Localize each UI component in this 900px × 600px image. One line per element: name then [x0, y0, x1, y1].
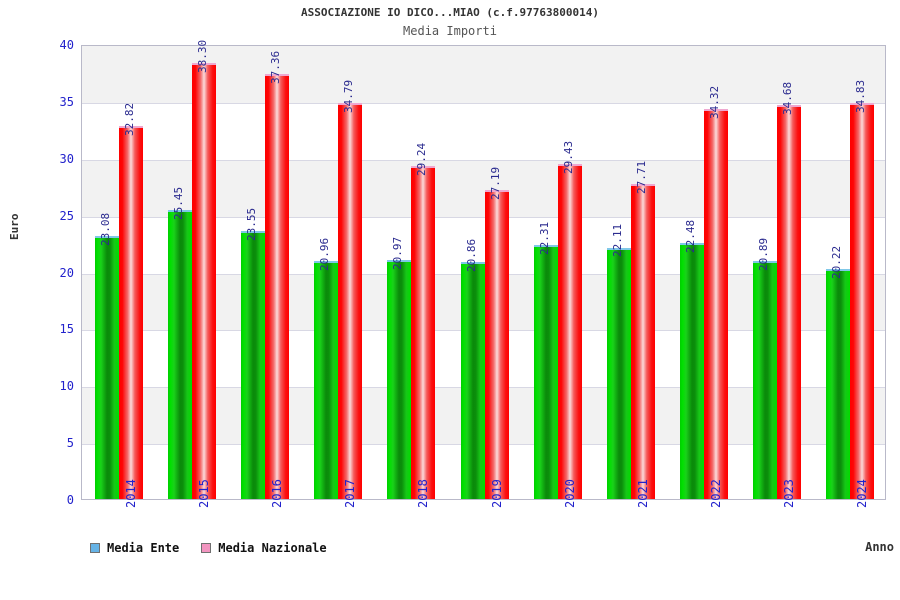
y-axis-tick-label: 0 [66, 493, 74, 507]
bar-media-ente[interactable] [533, 245, 558, 499]
bar-value-label: 25.45 [171, 186, 185, 220]
bar-value-label: 20.86 [464, 238, 478, 272]
bar-value-label: 34.83 [854, 79, 868, 113]
bar-value-label: 37.36 [268, 50, 282, 85]
background-band [82, 159, 885, 217]
bar-value-label: 32.82 [122, 102, 136, 136]
legend-label: Media Ente [107, 541, 180, 555]
x-axis-tick-label: 2019 [489, 479, 504, 508]
bar-media-ente[interactable] [387, 260, 412, 499]
x-axis-tick-label: 2020 [562, 479, 577, 508]
y-axis-tick-label: 10 [59, 379, 74, 394]
y-axis-tick-label: 40 [59, 38, 74, 52]
y-axis-tick-label: 30 [59, 151, 74, 166]
bar-value-label: 22.31 [537, 222, 551, 256]
chart-title: ASSOCIAZIONE IO DICO...MIAO (c.f.9776380… [300, 6, 599, 19]
bar-media-ente[interactable] [460, 261, 485, 499]
bar-value-label: 34.79 [342, 80, 356, 114]
bar-media-ente[interactable] [240, 231, 265, 499]
bar-media-nazionale[interactable] [264, 74, 289, 499]
x-axis-title: Anno [865, 540, 894, 554]
bar-media-nazionale[interactable] [850, 102, 875, 499]
bar-media-ente[interactable] [680, 243, 705, 499]
gridline [82, 216, 885, 218]
x-axis-tick-label: 2014 [123, 479, 138, 508]
y-axis-tick-label: 15 [59, 322, 74, 337]
y-axis-tick-label: 5 [66, 436, 74, 451]
bar-value-label: 20.22 [830, 245, 844, 279]
x-axis-tick-label: 2018 [416, 479, 431, 508]
bar-media-nazionale[interactable] [338, 103, 363, 499]
bar-value-label: 20.97 [391, 237, 405, 271]
gridline [82, 102, 885, 104]
background-band [82, 46, 885, 103]
bar-value-label: 34.68 [781, 81, 795, 115]
bar-media-ente[interactable] [314, 260, 339, 499]
bar-media-nazionale[interactable] [557, 164, 582, 499]
x-axis-tick-label: 2023 [782, 479, 797, 508]
x-axis-tick-label: 2022 [709, 479, 724, 508]
bar-value-label: 22.11 [610, 224, 624, 258]
y-axis-tick-label: 25 [59, 208, 74, 223]
bar-media-ente[interactable] [753, 261, 778, 499]
bar-value-label: 38.30 [195, 40, 209, 74]
bar-value-label: 23.08 [98, 213, 112, 247]
plot-area: 23.08 32.82 25.45 38.30 23.55 37.36 20.96 34.79… [81, 40, 886, 500]
bar-value-label: 22.48 [684, 220, 698, 254]
bar-media-nazionale[interactable] [704, 108, 729, 499]
x-axis-tick-label: 2017 [343, 479, 358, 508]
bar-value-label: 20.89 [757, 238, 771, 272]
x-axis-tick-label: 2016 [269, 479, 284, 508]
bar-media-ente[interactable] [826, 269, 851, 499]
bar-media-nazionale[interactable] [484, 189, 509, 499]
chart-subtitle: Media Importi [403, 24, 497, 38]
bar-media-nazionale[interactable] [118, 125, 143, 499]
y-axis-tick-label: 35 [59, 94, 74, 109]
bar-media-nazionale[interactable] [191, 63, 216, 499]
bar-value-label: 29.24 [415, 143, 429, 177]
legend: Media Ente Media Nazionale [90, 541, 327, 555]
gridline [82, 159, 885, 161]
bar-media-ente[interactable] [167, 209, 192, 499]
bar-value-label: 27.71 [634, 160, 648, 194]
legend-item[interactable]: Media Nazionale [201, 541, 327, 555]
bar-value-label: 27.19 [488, 166, 502, 200]
x-axis-tick-label: 2015 [196, 479, 211, 508]
legend-swatch-icon [90, 543, 100, 553]
y-axis-tick-label: 20 [59, 265, 74, 280]
x-axis-tick-label: 2024 [855, 479, 870, 508]
bar-value-label: 34.32 [708, 85, 722, 119]
bar-value-label: 20.96 [318, 237, 332, 271]
legend-item[interactable]: Media Ente [90, 541, 179, 555]
bar-value-label: 23.55 [244, 207, 258, 242]
legend-label: Media Nazionale [218, 541, 327, 555]
bar-media-nazionale[interactable] [630, 183, 655, 499]
bar-media-nazionale[interactable] [411, 166, 436, 499]
legend-swatch-icon [201, 543, 212, 553]
bar-media-ente[interactable] [606, 247, 631, 499]
x-axis-tick-label: 2021 [635, 479, 650, 508]
bar-media-nazionale[interactable] [777, 104, 802, 499]
bar-value-label: 29.43 [561, 141, 575, 175]
bar-media-ente[interactable] [94, 236, 119, 499]
